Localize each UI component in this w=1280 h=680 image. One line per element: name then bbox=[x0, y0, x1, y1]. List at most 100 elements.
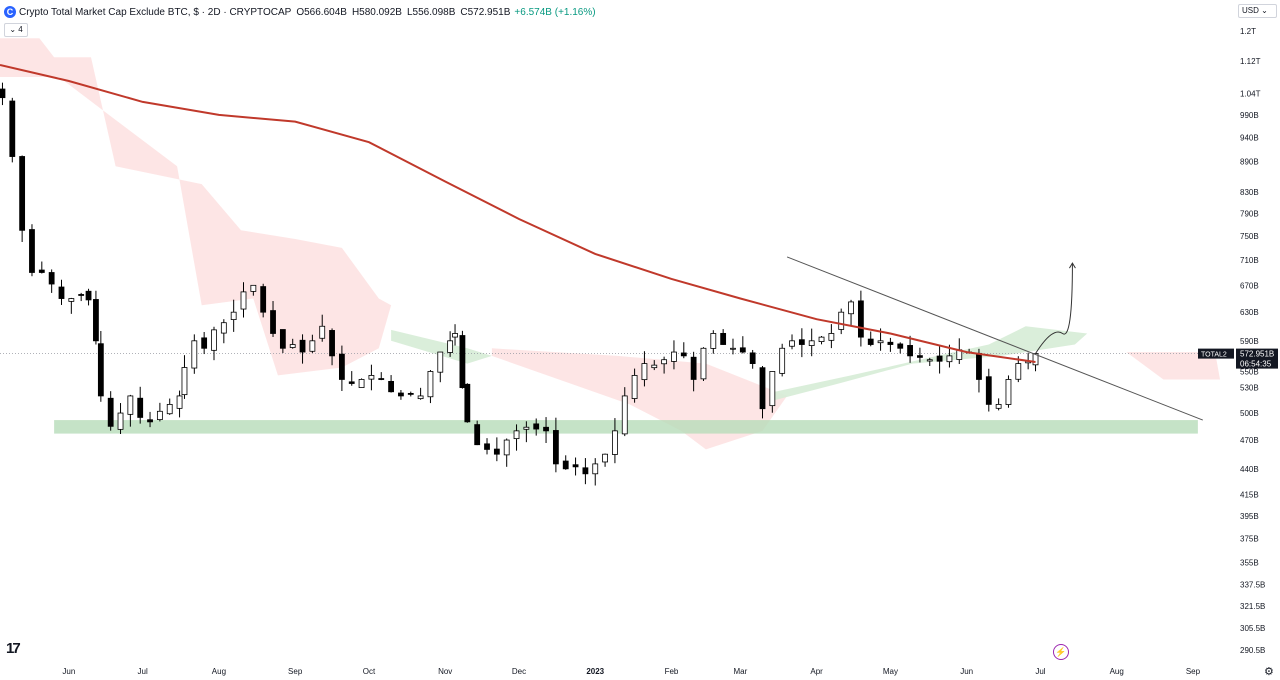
candle-body bbox=[240, 291, 247, 310]
candle-body bbox=[289, 344, 296, 348]
candle-body bbox=[759, 367, 766, 410]
y-tick-label: 375B bbox=[1240, 535, 1259, 544]
candle bbox=[995, 398, 1002, 411]
candle-body bbox=[78, 294, 85, 296]
x-tick-label: Oct bbox=[363, 667, 376, 676]
bolt-icon[interactable]: ⚡ bbox=[1053, 644, 1069, 660]
candle-body bbox=[0, 88, 6, 99]
candle-body bbox=[348, 381, 355, 384]
candle bbox=[147, 411, 153, 428]
candle-body bbox=[621, 395, 628, 435]
x-tick-label: Nov bbox=[438, 667, 452, 676]
tradingview-logo-icon[interactable]: 17 bbox=[6, 640, 21, 657]
y-tick-label: 395B bbox=[1240, 512, 1259, 521]
y-tick-label: 1.04T bbox=[1240, 89, 1261, 98]
candle-body bbox=[651, 364, 658, 369]
candle-body bbox=[976, 352, 982, 380]
candle-body bbox=[117, 412, 124, 430]
candle-body bbox=[926, 359, 933, 362]
candle bbox=[156, 402, 163, 422]
candle-body bbox=[58, 286, 65, 299]
x-tick-label: May bbox=[883, 667, 898, 676]
ohlc-low: L556.098B bbox=[406, 6, 456, 18]
candle bbox=[926, 357, 933, 366]
candle bbox=[388, 375, 394, 393]
candle-body bbox=[513, 430, 520, 440]
candle bbox=[97, 330, 104, 402]
candle bbox=[484, 438, 490, 455]
candle bbox=[789, 334, 795, 350]
candle bbox=[818, 336, 825, 345]
candle-body bbox=[779, 347, 786, 374]
candle bbox=[230, 299, 237, 332]
candle-body bbox=[612, 430, 618, 455]
candle-body bbox=[398, 392, 404, 397]
candle bbox=[513, 424, 520, 451]
moving-average-line bbox=[0, 64, 1036, 363]
candle bbox=[407, 391, 414, 397]
candle-body bbox=[946, 355, 953, 363]
candle-body bbox=[1015, 363, 1022, 380]
candle bbox=[240, 282, 247, 318]
symbol-logo-icon: C bbox=[4, 6, 16, 18]
candle-body bbox=[38, 269, 45, 273]
gear-icon[interactable]: ⚙ bbox=[1264, 666, 1274, 678]
candle-body bbox=[319, 325, 326, 339]
candle-body bbox=[137, 397, 144, 418]
candle bbox=[710, 330, 717, 354]
candle-body bbox=[936, 355, 943, 362]
candle bbox=[329, 328, 335, 366]
candle bbox=[48, 269, 55, 293]
currency-select[interactable]: USD ⌄ bbox=[1238, 4, 1277, 18]
candle-body bbox=[19, 156, 26, 231]
ohlc-high: H580.092B bbox=[351, 6, 402, 18]
y-tick-label: 290.5B bbox=[1240, 646, 1265, 655]
candle-body bbox=[211, 329, 217, 351]
candle bbox=[1005, 375, 1012, 408]
candle-body bbox=[378, 378, 385, 380]
candle-body bbox=[338, 353, 345, 380]
candle-body bbox=[818, 336, 825, 342]
candle-body bbox=[127, 395, 134, 415]
candle-body bbox=[897, 343, 904, 349]
candle bbox=[533, 418, 540, 436]
candle bbox=[289, 338, 296, 349]
candle bbox=[68, 297, 75, 314]
candle bbox=[29, 224, 35, 277]
x-tick-label: Jun bbox=[960, 667, 973, 676]
candle bbox=[459, 330, 466, 389]
candle-body bbox=[1005, 379, 1012, 405]
indicators-toggle-button[interactable]: ⌄ 4 bbox=[4, 23, 28, 37]
candle bbox=[309, 334, 316, 353]
candle-body bbox=[147, 419, 153, 423]
candle-body bbox=[503, 439, 510, 456]
candle-body bbox=[493, 448, 500, 455]
candle bbox=[543, 417, 549, 443]
candle bbox=[58, 279, 65, 305]
candle-body bbox=[407, 392, 414, 395]
candle-body bbox=[452, 333, 458, 338]
candle-body bbox=[710, 333, 717, 349]
candle-body bbox=[220, 322, 227, 334]
candle bbox=[562, 455, 569, 470]
candle bbox=[552, 417, 559, 473]
candle bbox=[976, 348, 982, 393]
candle bbox=[348, 371, 355, 386]
candle bbox=[319, 314, 326, 342]
x-tick-label: Mar bbox=[733, 667, 747, 676]
candle-body bbox=[68, 298, 75, 302]
candle bbox=[9, 97, 16, 163]
symbol-title[interactable]: Crypto Total Market Cap Exclude BTC, $ ·… bbox=[19, 6, 292, 18]
y-tick-label: 415B bbox=[1240, 490, 1259, 499]
candle-body bbox=[166, 403, 173, 415]
candle bbox=[907, 335, 913, 363]
candle bbox=[808, 328, 815, 357]
candle bbox=[857, 290, 864, 347]
candle bbox=[85, 288, 92, 306]
candle bbox=[917, 347, 923, 363]
candle-body bbox=[828, 333, 835, 341]
candle bbox=[117, 403, 124, 434]
candle bbox=[493, 437, 500, 462]
y-tick-label: 830B bbox=[1240, 188, 1259, 197]
